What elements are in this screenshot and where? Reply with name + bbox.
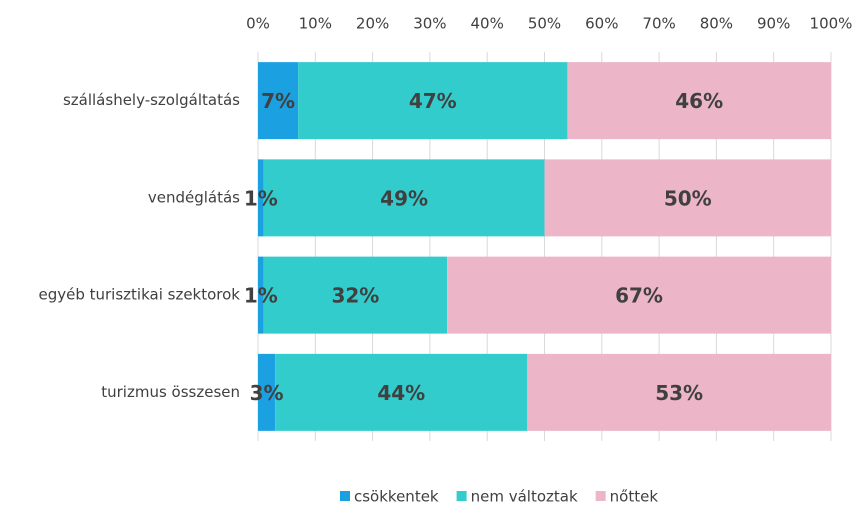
x-tick-label: 90% [757, 15, 790, 33]
x-tick-label: 40% [471, 15, 504, 33]
x-tick-label: 70% [642, 15, 675, 33]
bar-segment [298, 62, 568, 140]
data-label: 53% [655, 381, 703, 405]
bar-segment [258, 62, 299, 140]
bar-segment [263, 159, 545, 237]
category-label: egyéb turisztikai szektorok [38, 286, 240, 304]
bar-segment [258, 353, 276, 431]
bar-segment [527, 353, 831, 431]
category-label: turizmus összesen [101, 383, 240, 401]
category-label: vendéglátás [148, 188, 240, 206]
legend-swatch [456, 491, 467, 501]
legend-swatch [595, 491, 606, 501]
data-label: 3% [250, 381, 284, 405]
x-tick-label: 60% [585, 15, 618, 33]
legend-label: nem változtak [471, 488, 578, 506]
data-label: 49% [380, 186, 428, 210]
bar-segment [258, 256, 264, 334]
x-tick-label: 10% [299, 15, 332, 33]
bar-segment [258, 159, 264, 237]
data-label: 47% [409, 89, 457, 113]
x-tick-label: 20% [356, 15, 389, 33]
bar-segment [567, 62, 831, 140]
data-label: 44% [377, 381, 425, 405]
bar-segment [275, 353, 528, 431]
bar-segment [447, 256, 831, 334]
x-tick-label: 100% [810, 15, 853, 33]
bar-segment [544, 159, 831, 237]
x-tick-label: 80% [700, 15, 733, 33]
data-label: 46% [675, 89, 723, 113]
legend-label: nőttek [610, 488, 659, 506]
x-tick-label: 30% [413, 15, 446, 33]
category-label: szálláshely-szolgáltatás [63, 91, 240, 109]
data-label: 7% [261, 89, 295, 113]
data-label: 1% [244, 186, 278, 210]
bar-segment [263, 256, 448, 334]
legend-label: csökkentek [354, 488, 439, 506]
x-tick-label: 50% [528, 15, 561, 33]
data-label: 1% [244, 284, 278, 308]
x-tick-label: 0% [246, 15, 270, 33]
data-label: 50% [664, 186, 712, 210]
data-label: 32% [331, 284, 379, 308]
data-label: 67% [615, 284, 663, 308]
legend-swatch [340, 491, 350, 501]
